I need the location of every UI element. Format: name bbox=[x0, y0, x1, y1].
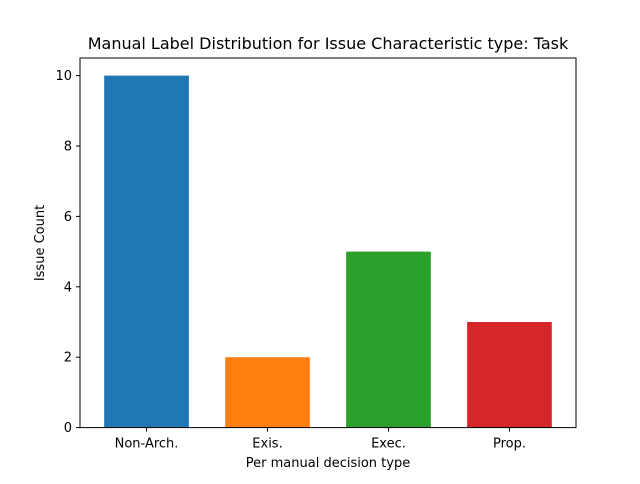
y-axis-label: Issue Count bbox=[33, 205, 48, 281]
y-axis: 0 2 4 6 8 10 bbox=[55, 69, 80, 436]
plot-frame bbox=[79, 57, 577, 429]
bar-2 bbox=[346, 251, 431, 428]
bar-0 bbox=[104, 75, 189, 428]
y-tick-label: 8 bbox=[64, 140, 72, 155]
y-tick-label: 6 bbox=[64, 210, 72, 225]
x-tick-label: Exis. bbox=[252, 437, 282, 452]
chart-title: Manual Label Distribution for Issue Char… bbox=[88, 34, 569, 53]
x-tick-label: Prop. bbox=[493, 437, 526, 452]
x-axis-label: Per manual decision type bbox=[246, 456, 410, 471]
bars-layer bbox=[104, 75, 552, 428]
x-tick-label: Exec. bbox=[371, 437, 406, 452]
y-tick-label: 4 bbox=[64, 280, 72, 295]
bar-3 bbox=[467, 322, 552, 428]
y-tick-label: 10 bbox=[55, 69, 72, 84]
x-tick-label: Non-Arch. bbox=[115, 437, 179, 452]
bar-1 bbox=[225, 357, 310, 428]
y-tick-label: 2 bbox=[64, 351, 72, 366]
x-axis: Non-Arch. Exis. Exec. Prop. bbox=[115, 427, 526, 452]
y-tick-label: 0 bbox=[64, 421, 72, 436]
